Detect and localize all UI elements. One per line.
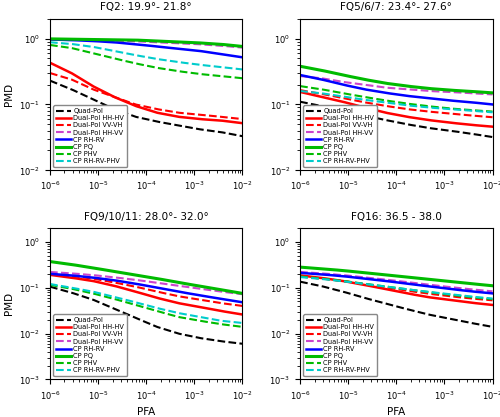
Legend: Quad-Pol, Dual-Pol HH-HV, Dual-Pol VV-VH, Dual-Pol HH-VV, CP RH-RV, CP PQ, CP PH: Quad-Pol, Dual-Pol HH-HV, Dual-Pol VV-VH… (304, 314, 377, 376)
X-axis label: PFA: PFA (387, 407, 406, 417)
Legend: Quad-Pol, Dual-Pol HH-HV, Dual-Pol VV-VH, Dual-Pol HH-VV, CP RH-RV, CP PQ, CP PH: Quad-Pol, Dual-Pol HH-HV, Dual-Pol VV-VH… (54, 105, 127, 167)
Legend: Quad-Pol, Dual-Pol HH-HV, Dual-Pol VV-VH, Dual-Pol HH-VV, CP RH-RV, CP PQ, CP PH: Quad-Pol, Dual-Pol HH-HV, Dual-Pol VV-VH… (54, 314, 127, 376)
Title: FQ16: 36.5 - 38.0: FQ16: 36.5 - 38.0 (351, 211, 442, 221)
Title: FQ2: 19.9°- 21.8°: FQ2: 19.9°- 21.8° (100, 3, 192, 13)
X-axis label: PFA: PFA (137, 407, 156, 417)
Y-axis label: PMD: PMD (4, 83, 14, 106)
Title: FQ5/6/7: 23.4°- 27.6°: FQ5/6/7: 23.4°- 27.6° (340, 3, 452, 13)
Title: FQ9/10/11: 28.0°- 32.0°: FQ9/10/11: 28.0°- 32.0° (84, 211, 208, 221)
Y-axis label: PMD: PMD (4, 292, 14, 315)
Legend: Quad-Pol, Dual-Pol HH-HV, Dual-Pol VV-VH, Dual-Pol HH-VV, CP RH-RV, CP PQ, CP PH: Quad-Pol, Dual-Pol HH-HV, Dual-Pol VV-VH… (304, 105, 377, 167)
